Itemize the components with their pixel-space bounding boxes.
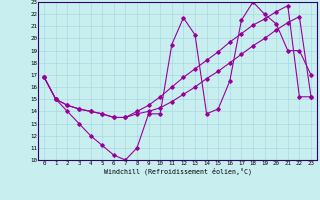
- X-axis label: Windchill (Refroidissement éolien,°C): Windchill (Refroidissement éolien,°C): [104, 168, 252, 175]
